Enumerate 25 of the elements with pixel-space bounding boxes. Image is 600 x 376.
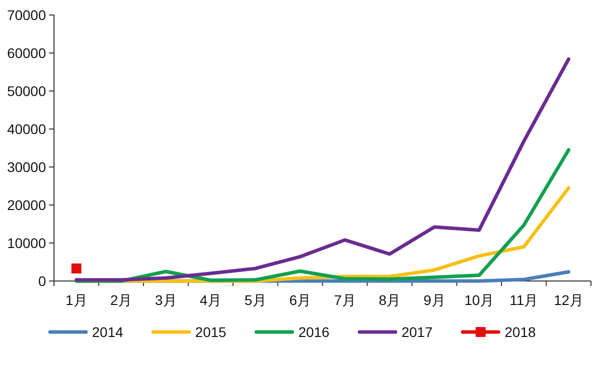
- x-tick-label: 4月: [200, 292, 222, 308]
- y-tick-label: 40000: [7, 121, 46, 137]
- y-tick-label: 70000: [7, 7, 46, 23]
- legend-label: 2017: [401, 324, 433, 340]
- x-tick-label: 7月: [334, 292, 356, 308]
- x-tick-label: 12月: [554, 292, 584, 308]
- y-tick-label: 50000: [7, 83, 46, 99]
- y-tick-label: 10000: [7, 235, 46, 251]
- legend-label: 2014: [92, 324, 124, 340]
- x-tick-label: 2月: [110, 292, 132, 308]
- x-tick-label: 11月: [510, 292, 538, 308]
- y-tick-label: 0: [38, 273, 46, 289]
- x-tick-label: 8月: [378, 292, 401, 308]
- x-tick-label: 10月: [464, 292, 494, 308]
- y-tick-label: 20000: [7, 197, 46, 213]
- legend-label: 2015: [195, 324, 227, 340]
- x-tick-label: 3月: [154, 292, 177, 308]
- y-tick-label: 30000: [7, 159, 46, 175]
- x-tick-label: 1月: [65, 292, 88, 308]
- y-tick-label: 60000: [7, 45, 46, 61]
- x-tick-label: 9月: [423, 292, 446, 308]
- x-tick-label: 6月: [289, 292, 312, 308]
- legend-label: 2016: [298, 324, 330, 340]
- legend-label: 2018: [504, 324, 536, 340]
- x-tick-label: 5月: [244, 292, 266, 308]
